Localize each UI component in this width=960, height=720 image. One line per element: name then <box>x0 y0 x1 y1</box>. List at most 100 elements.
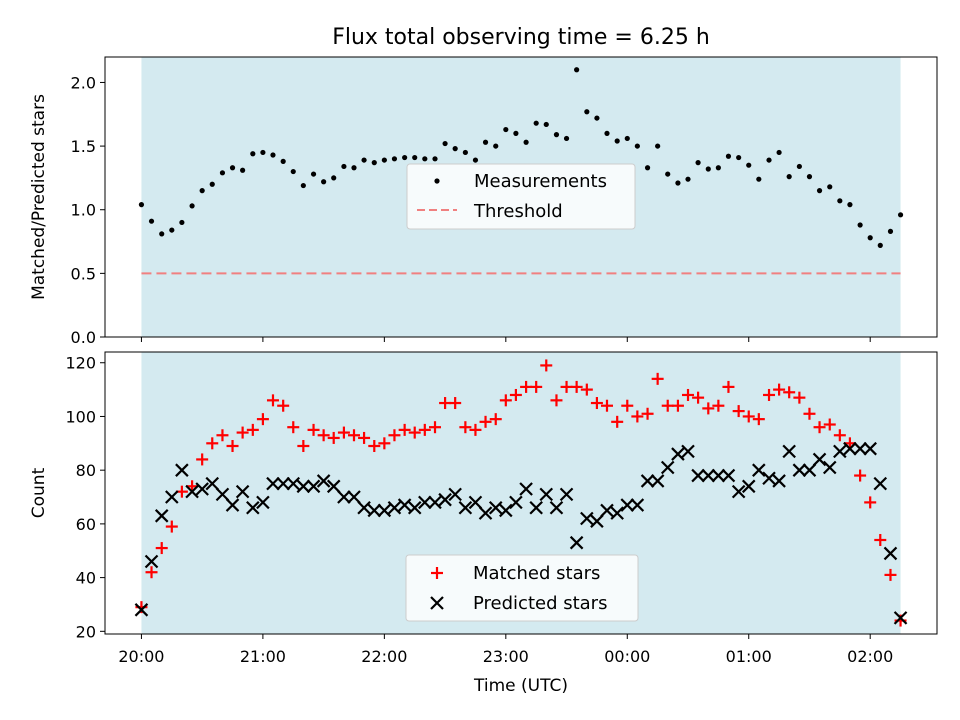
ratio-legend-box <box>406 163 636 230</box>
measurement-point <box>472 157 479 163</box>
measurement-point <box>402 154 408 161</box>
matched-star-point <box>550 394 563 407</box>
matched-star-point <box>864 496 877 509</box>
measurement-point <box>756 176 762 182</box>
matched-star-point <box>641 407 654 420</box>
matched-star-point <box>783 386 796 399</box>
measurement-point <box>148 218 155 224</box>
predicted-star-point <box>580 511 594 526</box>
measurement-point <box>290 168 296 175</box>
count-legend: Matched stars Predicted stars <box>405 554 639 622</box>
matched-star-point <box>469 423 482 436</box>
matched-star-point <box>378 437 391 450</box>
measurement-point <box>594 115 600 121</box>
predicted-star-point <box>154 509 169 523</box>
predicted-star-point <box>488 500 503 515</box>
predicted-star-point <box>458 500 473 515</box>
predicted-star-point <box>519 482 533 496</box>
matched-star-point <box>165 520 178 533</box>
predicted-star-point <box>610 506 624 520</box>
matched-star-point <box>439 397 452 410</box>
predicted-star-point <box>833 444 847 459</box>
legend-matched-label: Matched stars <box>473 563 600 584</box>
measurement-point <box>746 162 752 168</box>
matched-star-point <box>560 380 573 393</box>
legend-matched-marker <box>431 567 443 579</box>
measurement-point <box>786 174 792 180</box>
matched-star-point <box>722 380 735 393</box>
matched-star-point <box>874 534 887 546</box>
predicted-star-point <box>296 479 311 494</box>
legend-predicted-marker <box>430 596 444 610</box>
predicted-star-point <box>266 476 280 491</box>
measurement-point <box>543 121 549 128</box>
count-y-axis: 20 40 60 80 100 120 <box>65 354 105 641</box>
predicted-star-point <box>590 514 604 528</box>
predicted-star-point <box>418 495 432 510</box>
predicted-star-point <box>600 503 614 518</box>
measurement-point <box>462 149 468 156</box>
measurement-point <box>341 163 347 170</box>
y-tick-label: 1.5 <box>71 137 96 156</box>
measurement-point <box>857 222 863 228</box>
matched-star-point <box>236 426 249 439</box>
y-tick-label: 0.5 <box>71 264 96 283</box>
predicted-star-point <box>691 468 705 483</box>
predicted-star-point <box>671 447 685 461</box>
y-tick-label: 60 <box>76 515 96 534</box>
matched-star-point <box>429 421 442 434</box>
matched-star-point <box>256 413 269 426</box>
measurement-point <box>584 109 590 115</box>
measurement-point <box>138 202 145 208</box>
matched-star-point <box>216 429 229 442</box>
measurement-point <box>351 165 357 171</box>
predicted-star-point <box>650 474 665 488</box>
measurement-point <box>159 231 165 237</box>
predicted-star-point <box>792 463 807 477</box>
x-tick-label: 23:00 <box>483 647 529 666</box>
measurement-point <box>553 132 560 138</box>
matched-star-point <box>287 421 300 434</box>
predicted-star-point <box>387 500 402 515</box>
measurement-point <box>563 135 570 142</box>
ratio-x-axis <box>140 337 871 342</box>
measurement-point <box>736 154 742 161</box>
matched-star-point <box>297 440 310 452</box>
predicted-star-point <box>246 500 260 515</box>
matched-star-point <box>499 394 512 407</box>
measurement-point <box>199 188 205 194</box>
measurement-point <box>391 156 398 162</box>
measurement-point <box>179 219 185 226</box>
matched-star-point <box>408 426 421 439</box>
predicted-star-point <box>175 463 189 477</box>
ratio-panel: 0.00.51.01.52.0 Matched/Predicted stars … <box>29 56 938 347</box>
y-tick-label: 20 <box>76 622 96 641</box>
measurement-point <box>604 130 610 136</box>
y-tick-label: 1.0 <box>71 201 96 220</box>
matched-star-point <box>793 391 806 404</box>
measurement-point <box>624 135 630 142</box>
predicted-star-point <box>812 452 827 467</box>
matched-star-point <box>570 380 583 393</box>
measurement-point <box>715 165 721 171</box>
predicted-star-point <box>347 490 361 504</box>
predicted-star-point <box>772 474 786 488</box>
count-panel: 20 40 60 80 100 120 20:00 21:00 22:00 23:00 00:00… <box>29 351 938 666</box>
measurement-point <box>442 140 448 147</box>
predicted-star-point <box>468 495 483 510</box>
matched-star-point <box>773 383 786 396</box>
predicted-star-point <box>286 476 301 491</box>
predicted-star-point <box>539 487 554 502</box>
measurement-point <box>219 170 226 176</box>
predicted-star-point <box>144 554 159 569</box>
y-tick-label: 2.0 <box>71 73 96 92</box>
x-tick-label: 22:00 <box>361 647 407 666</box>
measurement-point <box>887 228 894 234</box>
predicted-star-point <box>853 441 867 456</box>
measurement-point <box>827 184 833 190</box>
predicted-star-point <box>620 498 635 512</box>
matched-star-point <box>489 413 502 426</box>
predicted-star-point <box>660 460 675 475</box>
predicted-star-point <box>397 498 412 512</box>
